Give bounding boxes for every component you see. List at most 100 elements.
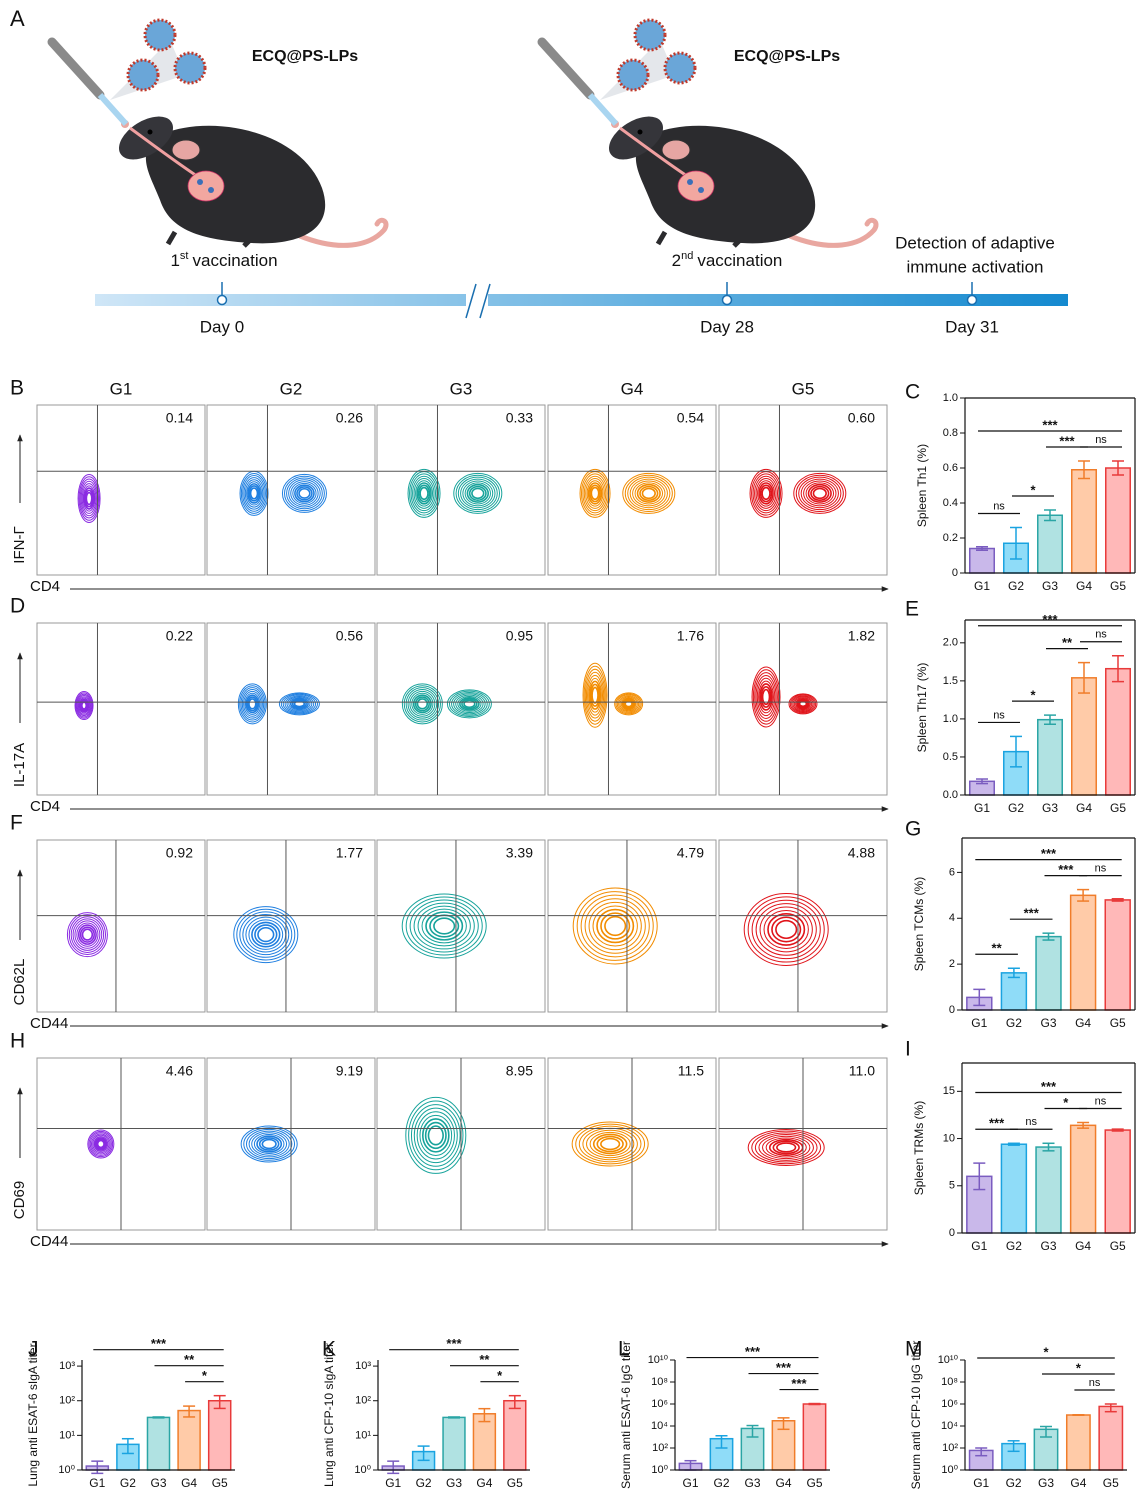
- marker: [968, 296, 977, 305]
- significance-label: ***: [1042, 417, 1058, 432]
- bar: [1072, 470, 1096, 573]
- bar: [1072, 678, 1096, 795]
- quadrant-percent: 0.95: [506, 628, 533, 644]
- flow-plot: 4.46: [37, 1058, 205, 1230]
- x-tick-label: G3: [1040, 1016, 1056, 1030]
- significance-label: *: [1043, 1344, 1049, 1359]
- y-tick-label: 4: [949, 912, 955, 924]
- quadrant-percent: 1.76: [677, 628, 704, 644]
- significance-label: *: [1076, 1360, 1082, 1375]
- panel-letter: D: [10, 595, 25, 618]
- marker: [723, 296, 732, 305]
- y-tick-label: 0.0: [943, 789, 958, 801]
- x-tick-label: G5: [507, 1476, 523, 1490]
- bar: [1105, 900, 1130, 1010]
- quadrant-percent: 0.26: [336, 410, 363, 426]
- x-tick-label: G5: [1110, 801, 1126, 815]
- x-tick-label: G1: [974, 801, 990, 815]
- y-tick-label: 2.0: [943, 637, 958, 649]
- bar: [147, 1417, 169, 1470]
- x-tick-label: G1: [682, 1476, 698, 1490]
- bar: [1001, 1144, 1026, 1233]
- y-tick-label: 10⁰: [58, 1464, 75, 1476]
- plot-frame: [37, 623, 205, 795]
- significance-label: ***: [1058, 862, 1074, 877]
- y-tick-label: 0: [949, 1227, 955, 1239]
- flow-plot: 0.95: [377, 623, 545, 795]
- x-tick-label: G4: [1076, 579, 1092, 593]
- flow-plot: 0.22: [37, 623, 205, 795]
- quadrant-percent: 11.5: [678, 1063, 704, 1079]
- y-tick-label: 10¹: [59, 1429, 75, 1441]
- quadrant-percent: 0.33: [506, 410, 533, 426]
- y-tick-label: 10⁴: [941, 1420, 958, 1432]
- x-tick-label: G2: [1006, 1016, 1022, 1030]
- bar: [504, 1401, 526, 1470]
- x-tick-label: G2: [120, 1476, 136, 1490]
- flow-plot: 4.79: [548, 840, 716, 1012]
- x-axis-label: CD4: [30, 578, 60, 595]
- flow-plot: 1.82: [719, 623, 887, 795]
- ordinal-suffix: nd: [681, 250, 693, 262]
- panel-letter: B: [10, 377, 24, 400]
- column-header: G3: [450, 379, 473, 398]
- y-tick-label: 0.4: [943, 497, 958, 509]
- y-tick-label: 2: [949, 958, 955, 970]
- bar: [1106, 669, 1130, 795]
- x-axis-label: CD44: [30, 1015, 68, 1032]
- panel-letter: G: [905, 818, 921, 841]
- x-tick-label: G5: [1103, 1476, 1119, 1490]
- y-tick-label: 10²: [652, 1442, 668, 1454]
- quadrant-percent: 0.22: [166, 628, 193, 644]
- plot-frame: [719, 405, 887, 575]
- significance-label: ***: [151, 1336, 167, 1351]
- flow-plot: 11.0: [719, 1058, 887, 1230]
- y-tick-label: 10²: [59, 1395, 75, 1407]
- quadrant-percent: 11.0: [849, 1063, 875, 1079]
- x-tick-label: G2: [1006, 1476, 1022, 1490]
- bar: [803, 1404, 825, 1470]
- x-tick-label: G1: [973, 1476, 989, 1490]
- detection-label: Detection of adaptive: [895, 233, 1055, 252]
- significance-label: ***: [745, 1344, 761, 1359]
- ordinal-suffix: st: [180, 250, 189, 262]
- significance-label: *: [497, 1368, 503, 1383]
- x-tick-label: G5: [1110, 579, 1126, 593]
- y-axis-label: Serum anti ESAT-6 IgG titer: [619, 1341, 633, 1489]
- significance-label: ***: [791, 1376, 807, 1391]
- y-tick-label: 1.0: [943, 392, 958, 404]
- y-axis-label: Lung anti CFP-10 sIgA titer: [322, 1343, 336, 1487]
- significance-label: ***: [1041, 846, 1057, 861]
- y-tick-label: 10⁰: [651, 1464, 668, 1476]
- bar: [1001, 973, 1026, 1010]
- x-tick-label: G3: [1038, 1476, 1054, 1490]
- x-tick-label: G3: [744, 1476, 760, 1490]
- x-tick-label: G2: [1006, 1239, 1022, 1253]
- y-tick-label: 0.8: [943, 427, 958, 439]
- x-tick-label: G5: [806, 1476, 822, 1490]
- y-tick-label: 10²: [942, 1442, 958, 1454]
- x-tick-label: G2: [713, 1476, 729, 1490]
- quadrant-percent: 0.60: [848, 410, 875, 426]
- significance-label: ***: [446, 1336, 462, 1351]
- vaccination-text: vaccination: [697, 251, 782, 270]
- y-axis-label: CD69: [11, 1181, 28, 1219]
- y-tick-label: 10⁰: [354, 1464, 371, 1476]
- panel-letter: H: [10, 1030, 25, 1053]
- vaccination-text: vaccination: [192, 251, 277, 270]
- bar: [970, 549, 994, 574]
- detection-label: immune activation: [906, 257, 1043, 276]
- quadrant-percent: 4.79: [677, 845, 704, 861]
- y-axis-label: IL-17A: [11, 743, 28, 787]
- y-axis-label: IFN-Γ: [11, 526, 28, 563]
- y-axis-label: Serum anti CFP-10 IgG titer: [909, 1341, 923, 1490]
- y-tick-label: 1.5: [943, 675, 958, 687]
- x-tick-label: G4: [1075, 1016, 1091, 1030]
- y-tick-label: 0.6: [943, 462, 958, 474]
- quadrant-percent: 1.82: [848, 628, 875, 644]
- marker: [218, 296, 227, 305]
- bar: [209, 1401, 231, 1470]
- panel-letter: A: [10, 6, 25, 31]
- x-tick-label: G3: [150, 1476, 166, 1490]
